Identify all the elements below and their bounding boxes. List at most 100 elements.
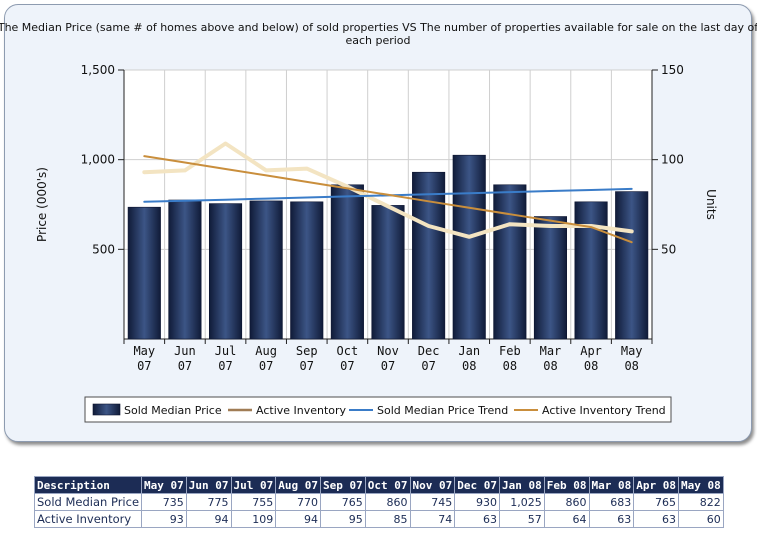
x-category-year: 08 bbox=[462, 359, 476, 373]
table-header-period: Feb 08 bbox=[543, 476, 590, 494]
x-category-year: 08 bbox=[543, 359, 557, 373]
table-row-label: Sold Median Price bbox=[33, 493, 143, 511]
left-tick-label: 1,500 bbox=[81, 63, 115, 77]
right-tick-label: 150 bbox=[661, 63, 684, 77]
x-category-year: 07 bbox=[218, 359, 232, 373]
table-header-period: Oct 07 bbox=[364, 476, 411, 494]
bar-sold-median-price bbox=[412, 171, 446, 340]
line-active-inventory-trend bbox=[143, 155, 633, 244]
table-header-description: Description bbox=[33, 476, 143, 494]
table-cell: 109 bbox=[230, 510, 277, 528]
bar-sold-median-price bbox=[615, 191, 649, 340]
chart-title-line: The Median Price (same # of homes above … bbox=[0, 21, 757, 34]
bar-sold-median-price bbox=[127, 206, 161, 340]
legend-swatch-bar bbox=[92, 403, 121, 416]
left-tick-label: 500 bbox=[92, 242, 115, 256]
table-header-row: Description May 07 Jun 07 Jul 07 Aug 07 Sep 0… bbox=[33, 476, 724, 494]
table-cell: 63 bbox=[588, 510, 635, 528]
x-category-year: 07 bbox=[381, 359, 395, 373]
x-category-year: 07 bbox=[421, 359, 435, 373]
table-header-period: Sep 07 bbox=[320, 476, 366, 494]
table-header-period: Aug 07 bbox=[275, 476, 322, 494]
bar-sold-median-price bbox=[249, 200, 283, 340]
x-category-month: Jul bbox=[215, 344, 237, 358]
x-category-month: Nov bbox=[377, 344, 399, 358]
table-cell: 822 bbox=[678, 493, 724, 511]
x-category-month: Mar bbox=[540, 344, 562, 358]
chart-svg: The Median Price (same # of homes above … bbox=[0, 21, 757, 423]
x-category-month: Sep bbox=[296, 344, 318, 358]
table-cell: 755 bbox=[230, 493, 277, 511]
table-row: Sold Median Price 735 775 755 770 765 860 745 93… bbox=[33, 493, 724, 511]
table-row-label: Active Inventory bbox=[33, 510, 143, 528]
bar-sold-median-price bbox=[452, 154, 486, 340]
table-cell: 930 bbox=[454, 493, 501, 511]
legend-label: Active Inventory Trend bbox=[542, 404, 666, 417]
table-header-period: Jun 07 bbox=[185, 476, 232, 494]
chart-title-line: each period bbox=[345, 34, 410, 47]
bar-sold-median-price bbox=[290, 201, 324, 340]
table-cell: 745 bbox=[409, 493, 456, 511]
legend-box bbox=[84, 396, 672, 423]
x-category-month: Dec bbox=[418, 344, 440, 358]
x-category-month: May bbox=[133, 344, 155, 358]
x-category-month: Jan bbox=[458, 344, 480, 358]
x-category-month: Feb bbox=[499, 344, 521, 358]
y2-axis-title: Units bbox=[704, 189, 718, 220]
table-cell: 93 bbox=[141, 510, 187, 528]
table-header-period: Jul 07 bbox=[230, 476, 277, 494]
table-cell: 775 bbox=[185, 493, 232, 511]
right-tick-label: 100 bbox=[661, 153, 684, 167]
table-cell: 85 bbox=[364, 510, 411, 528]
table-cell: 63 bbox=[633, 510, 680, 528]
x-category-year: 07 bbox=[300, 359, 314, 373]
x-category-year: 08 bbox=[503, 359, 517, 373]
legend-label: Sold Median Price bbox=[124, 404, 222, 417]
table-cell: 860 bbox=[543, 493, 590, 511]
bar-sold-median-price bbox=[493, 184, 527, 340]
bar-sold-median-price bbox=[371, 205, 405, 340]
x-category-year: 08 bbox=[584, 359, 598, 373]
left-tick-label: 1,000 bbox=[81, 153, 115, 167]
bar-sold-median-price bbox=[533, 216, 568, 340]
table-header-period: Jan 08 bbox=[499, 476, 545, 494]
table-cell: 683 bbox=[588, 493, 635, 511]
table-cell: 735 bbox=[141, 493, 187, 511]
x-category-year: 07 bbox=[137, 359, 151, 373]
table-row: Active Inventory 93 94 109 94 95 85 74 63 57 64 63 6… bbox=[33, 510, 724, 528]
x-category-month: Aug bbox=[255, 344, 277, 358]
x-category-month: Apr bbox=[580, 344, 602, 358]
table-header-period: Nov 07 bbox=[409, 476, 456, 494]
table-header-period: Mar 08 bbox=[588, 476, 635, 494]
table-cell: 64 bbox=[543, 510, 590, 528]
legend-label: Active Inventory bbox=[256, 404, 347, 417]
right-tick-label: 50 bbox=[661, 242, 676, 256]
table-header-period: Dec 07 bbox=[454, 476, 501, 494]
x-category-year: 08 bbox=[624, 359, 638, 373]
x-category-month: Oct bbox=[337, 344, 359, 358]
bar-sold-median-price bbox=[330, 184, 364, 340]
table-cell: 57 bbox=[499, 510, 545, 528]
table-header-period: Apr 08 bbox=[633, 476, 680, 494]
table-cell: 770 bbox=[275, 493, 322, 511]
table-cell: 74 bbox=[409, 510, 456, 528]
table-cell: 60 bbox=[678, 510, 724, 528]
x-category-year: 07 bbox=[178, 359, 192, 373]
x-category-month: Jun bbox=[174, 344, 196, 358]
x-category-month: May bbox=[621, 344, 643, 358]
table-cell: 1,025 bbox=[499, 493, 545, 511]
table-header-period: May 08 bbox=[678, 476, 724, 494]
bar-sold-median-price bbox=[574, 201, 608, 340]
table-cell: 63 bbox=[454, 510, 501, 528]
table-cell: 765 bbox=[320, 493, 366, 511]
bar-sold-median-price bbox=[168, 199, 202, 340]
bar-sold-median-price bbox=[208, 203, 243, 340]
table-header-period: May 07 bbox=[141, 476, 187, 494]
table-cell: 765 bbox=[633, 493, 680, 511]
y-axis-title: Price (000's) bbox=[35, 167, 49, 242]
legend-label: Sold Median Price Trend bbox=[377, 404, 508, 417]
table-cell: 94 bbox=[275, 510, 322, 528]
data-table: Description May 07 Jun 07 Jul 07 Aug 07 Sep 0… bbox=[33, 476, 724, 528]
line-active-inventory bbox=[142, 141, 634, 239]
table-cell: 860 bbox=[364, 493, 411, 511]
